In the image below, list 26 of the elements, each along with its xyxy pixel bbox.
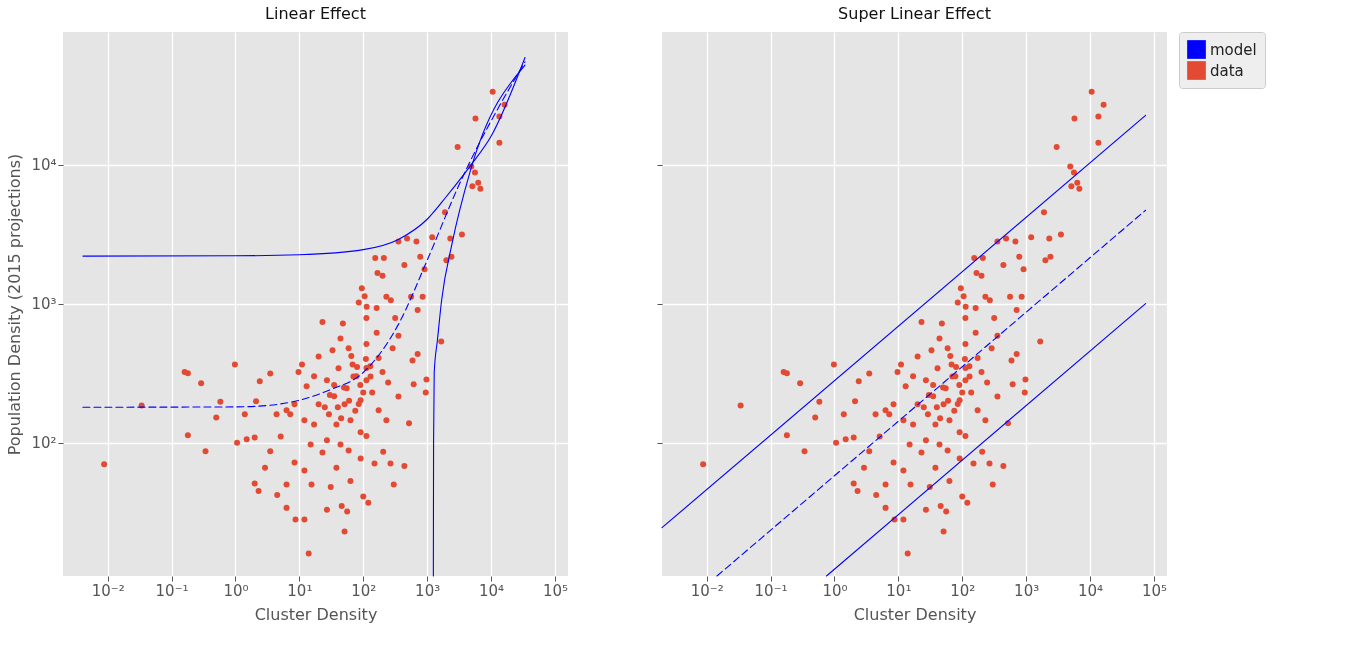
chart-title: Super Linear Effect [838, 4, 991, 23]
x-tick-label: 10⁴ [1078, 581, 1104, 600]
x-tick-label: 10² [351, 581, 377, 600]
x-tick-label: 10³ [415, 581, 441, 600]
x-tick-label: 10⁰ [822, 581, 848, 600]
x-tick-label: 10⁴ [479, 581, 505, 600]
x-tick-label: 10⁻² [690, 581, 724, 600]
legend-label: model [1210, 40, 1257, 59]
x-tick-label: 10¹ [886, 581, 912, 600]
chart-title: Linear Effect [265, 4, 366, 23]
x-tick-label: 10¹ [287, 581, 313, 600]
x-tick-label: 10⁰ [223, 581, 249, 600]
x-axis-title: Cluster Density [254, 604, 378, 624]
y-tick-label: 10² [31, 434, 57, 453]
y-tick-label: 10⁴ [31, 156, 57, 175]
x-tick-label: 10⁵ [1141, 581, 1168, 600]
x-tick-label: 10⁵ [542, 581, 569, 600]
x-tick-label: 10³ [1014, 581, 1040, 600]
y-axis-title: Population Density (2015 projections) [5, 153, 25, 456]
x-tick-label: 10² [950, 581, 976, 600]
x-tick-label: 10⁻² [91, 581, 125, 600]
x-tick-label: 10⁻¹ [155, 581, 189, 600]
legend-label: data [1210, 61, 1244, 80]
y-tick-label: 10³ [31, 295, 57, 314]
x-axis-title: Cluster Density [853, 604, 977, 624]
x-tick-label: 10⁻¹ [754, 581, 788, 600]
